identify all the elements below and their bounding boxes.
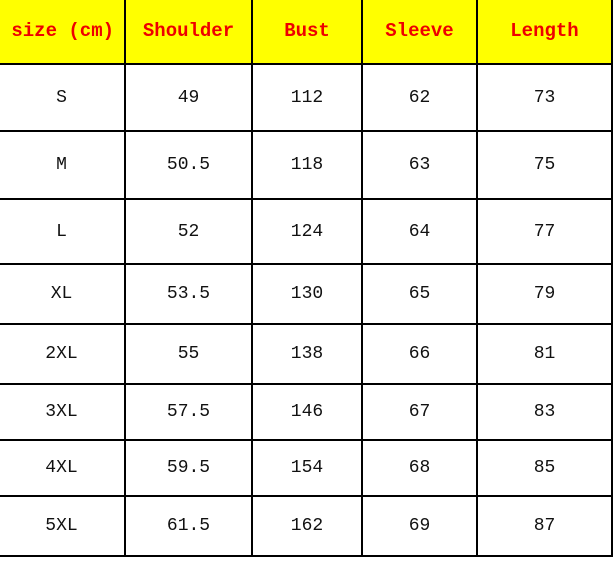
cell-bust: 154 (251, 439, 363, 497)
cell-shoulder: 52 (124, 198, 253, 265)
cell-length: 73 (476, 63, 613, 132)
cell-bust: 162 (251, 495, 363, 557)
header-bust: Bust (251, 0, 363, 65)
cell-sleeve: 64 (361, 198, 478, 265)
cell-sleeve: 67 (361, 383, 478, 441)
header-size: size (cm) (0, 0, 126, 65)
cell-sleeve: 69 (361, 495, 478, 557)
cell-size: M (0, 130, 126, 200)
cell-bust: 138 (251, 323, 363, 385)
table-row: 4XL 59.5 154 68 85 (0, 439, 613, 497)
header-shoulder: Shoulder (124, 0, 253, 65)
cell-sleeve: 68 (361, 439, 478, 497)
cell-bust: 130 (251, 263, 363, 325)
cell-length: 77 (476, 198, 613, 265)
cell-size: XL (0, 263, 126, 325)
table-row: 2XL 55 138 66 81 (0, 323, 613, 385)
cell-sleeve: 63 (361, 130, 478, 200)
cell-sleeve: 66 (361, 323, 478, 385)
cell-size: S (0, 63, 126, 132)
cell-shoulder: 61.5 (124, 495, 253, 557)
cell-length: 79 (476, 263, 613, 325)
cell-bust: 112 (251, 63, 363, 132)
cell-shoulder: 50.5 (124, 130, 253, 200)
table-row: 5XL 61.5 162 69 87 (0, 495, 613, 557)
cell-shoulder: 59.5 (124, 439, 253, 497)
cell-size: 5XL (0, 495, 126, 557)
cell-sleeve: 62 (361, 63, 478, 132)
cell-length: 81 (476, 323, 613, 385)
cell-size: 4XL (0, 439, 126, 497)
cell-size: 2XL (0, 323, 126, 385)
cell-sleeve: 65 (361, 263, 478, 325)
table-row: S 49 112 62 73 (0, 63, 613, 132)
cell-size: L (0, 198, 126, 265)
cell-bust: 118 (251, 130, 363, 200)
cell-length: 87 (476, 495, 613, 557)
header-row: size (cm) Shoulder Bust Sleeve Length (0, 0, 613, 65)
table-row: XL 53.5 130 65 79 (0, 263, 613, 325)
table-row: M 50.5 118 63 75 (0, 130, 613, 200)
cell-shoulder: 53.5 (124, 263, 253, 325)
cell-shoulder: 57.5 (124, 383, 253, 441)
cell-bust: 146 (251, 383, 363, 441)
cell-length: 83 (476, 383, 613, 441)
cell-bust: 124 (251, 198, 363, 265)
cell-length: 75 (476, 130, 613, 200)
cell-shoulder: 55 (124, 323, 253, 385)
header-sleeve: Sleeve (361, 0, 478, 65)
cell-length: 85 (476, 439, 613, 497)
cell-size: 3XL (0, 383, 126, 441)
header-length: Length (476, 0, 613, 65)
table-row: 3XL 57.5 146 67 83 (0, 383, 613, 441)
cell-shoulder: 49 (124, 63, 253, 132)
table-row: L 52 124 64 77 (0, 198, 613, 265)
